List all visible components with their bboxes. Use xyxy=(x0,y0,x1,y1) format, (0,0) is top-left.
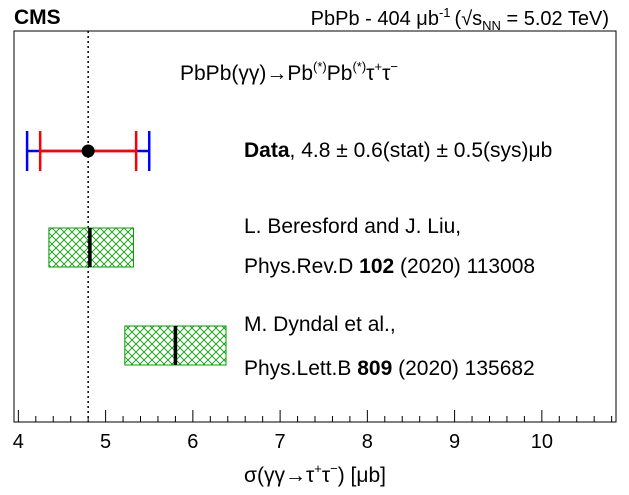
energy-subscript: NN xyxy=(482,18,501,33)
run-info-exponent: -1 xyxy=(439,5,451,20)
sqrt-sign: √ xyxy=(461,8,472,30)
beresford-journal: Phys.Rev.D xyxy=(244,255,359,278)
prediction-beresford xyxy=(48,227,135,268)
process-tau1: τ xyxy=(366,62,375,85)
energy-s: s xyxy=(472,8,482,30)
xlabel-suffix: ) [μb] xyxy=(338,464,386,487)
energy-value: = 5.02 TeV) xyxy=(501,8,609,30)
dyndal-journal: Phys.Lett.B xyxy=(244,357,357,380)
run-info-label: PbPb - 404 μb-1 (√sNN = 5.02 TeV) xyxy=(311,5,609,33)
x-tick-label: 10 xyxy=(531,431,553,453)
process-sup2: (*) xyxy=(352,59,366,74)
x-axis-label: σ(γγ→τ+τ−) [μb] xyxy=(244,461,386,487)
xlabel-tau2: τ xyxy=(322,464,331,487)
process-tau2: τ xyxy=(382,62,391,85)
x-tick-label: 5 xyxy=(100,431,111,453)
beresford-label-line1: L. Beresford and J. Liu, xyxy=(244,215,461,238)
data-measurement xyxy=(25,131,151,171)
prediction-dyndal xyxy=(124,325,227,366)
process-plus: + xyxy=(374,59,382,74)
process-sup1: (*) xyxy=(313,59,327,74)
x-axis: 4 5 6 7 8 9 10 xyxy=(13,410,613,453)
process-mid: Pb xyxy=(327,62,353,85)
process-prefix: PbPb(γγ)→Pb xyxy=(180,62,313,85)
x-tick-label: 7 xyxy=(275,431,286,453)
x-tick-label: 6 xyxy=(187,431,198,453)
beresford-year-page: (2020) 113008 xyxy=(394,255,535,278)
xlabel-minus: − xyxy=(330,461,338,476)
xlabel-plus: + xyxy=(314,461,322,476)
x-tick-label: 9 xyxy=(449,431,460,453)
data-point xyxy=(81,144,95,158)
experiment-label: CMS xyxy=(14,6,61,29)
x-tick-label: 4 xyxy=(13,431,24,453)
data-label: Data, 4.8 ± 0.6(stat) ± 0.5(sys)μb xyxy=(244,139,552,162)
x-tick-label: 8 xyxy=(362,431,373,453)
process-title: PbPb(γγ)→Pb(*)Pb(*)τ+τ− xyxy=(180,59,398,85)
dyndal-label-line1: M. Dyndal et al., xyxy=(244,313,396,336)
beresford-label-line2: Phys.Rev.D 102 (2020) 113008 xyxy=(244,255,535,278)
dyndal-year-page: (2020) 135682 xyxy=(392,357,534,380)
data-label-bold: Data xyxy=(244,139,290,162)
energy-open-paren: ( xyxy=(455,8,462,30)
dyndal-label-line2: Phys.Lett.B 809 (2020) 135682 xyxy=(244,357,535,380)
beresford-volume: 102 xyxy=(359,255,394,278)
process-minus: − xyxy=(390,59,398,74)
data-label-value: , 4.8 ± 0.6(stat) ± 0.5(sys)μb xyxy=(290,139,553,162)
xlabel-prefix: σ(γγ→τ xyxy=(244,464,315,487)
run-info-text: PbPb - 404 μb xyxy=(311,8,439,30)
dyndal-volume: 809 xyxy=(357,357,392,380)
